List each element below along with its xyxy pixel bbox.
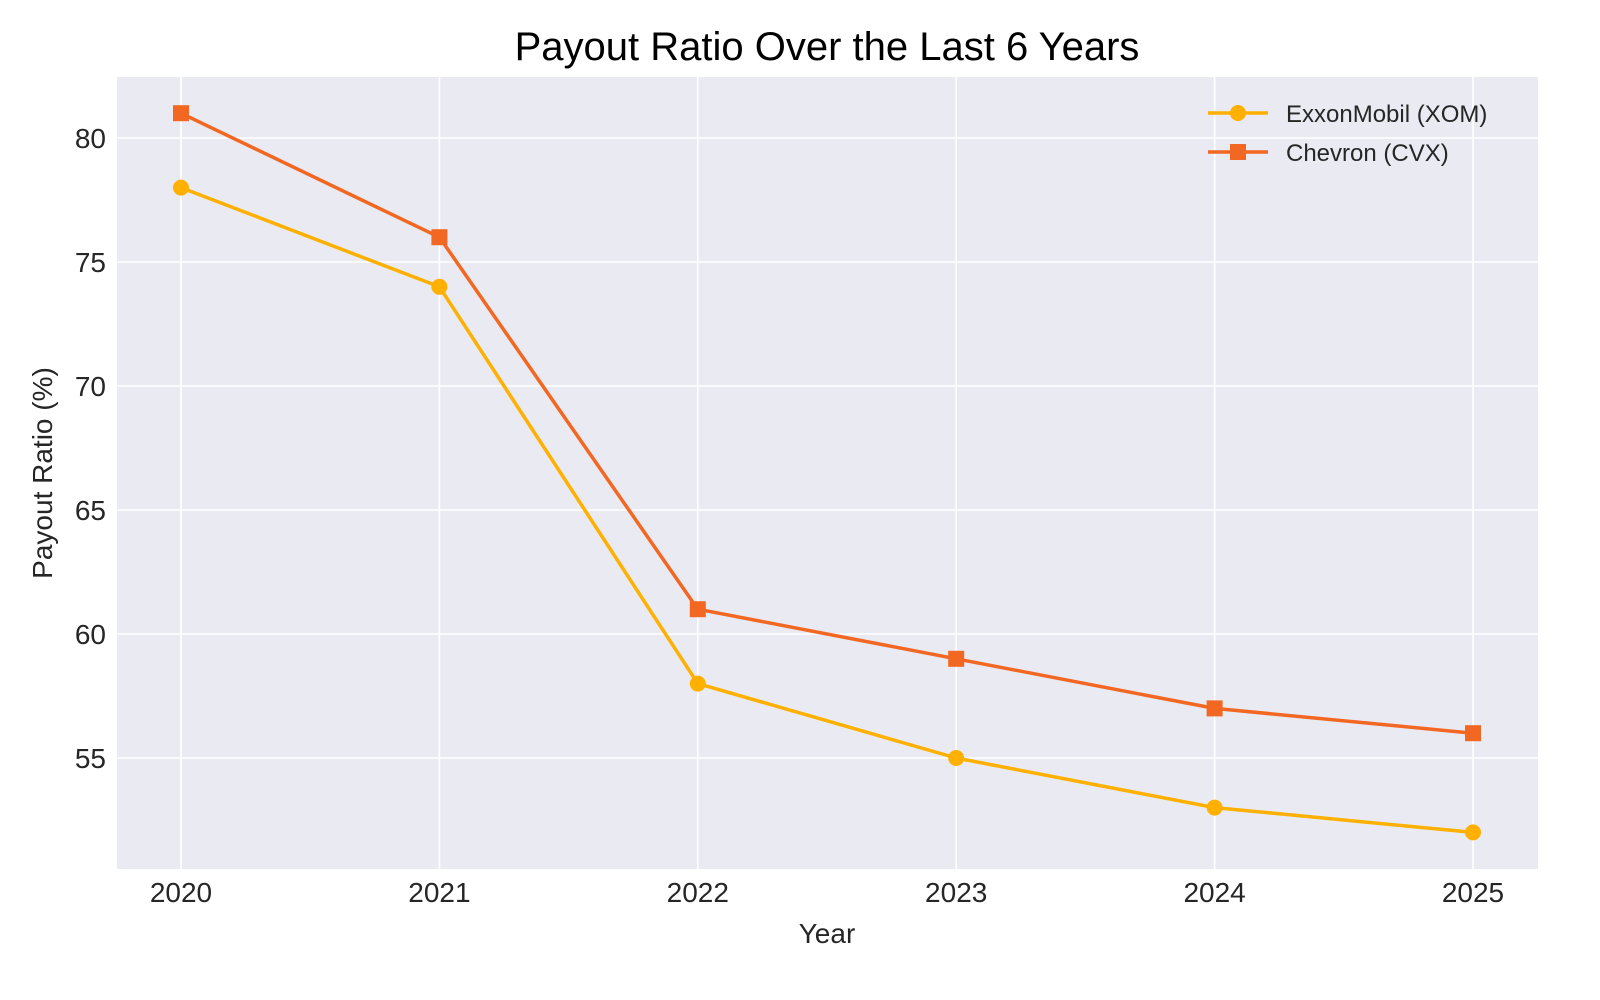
- legend-circle-marker-icon: [1230, 105, 1246, 121]
- data-point-marker: [173, 105, 189, 122]
- x-tick-label: 2025: [1442, 877, 1504, 908]
- chart-title: Payout Ratio Over the Last 6 Years: [515, 25, 1140, 69]
- x-tick-label: 2023: [925, 877, 987, 908]
- y-axis-label: Payout Ratio (%): [27, 367, 58, 579]
- x-axis-ticks: 2020 2021 2022 2023 2024 2025: [150, 877, 1504, 908]
- y-tick-label: 75: [75, 247, 106, 278]
- data-point-marker: [431, 229, 448, 246]
- series-line: [180, 185, 1474, 835]
- legend-label: Chevron (CVX): [1286, 140, 1449, 167]
- data-point-marker: [948, 650, 965, 667]
- data-point-marker: [689, 601, 706, 618]
- legend-item: Chevron (CVX): [1208, 140, 1449, 167]
- legend-square-marker-icon: [1230, 144, 1246, 160]
- y-tick-label: 65: [75, 495, 106, 526]
- plot-area: [117, 77, 1538, 869]
- y-tick-label: 70: [75, 371, 106, 402]
- series-circle: [173, 179, 1481, 841]
- x-tick-label: 2024: [1183, 877, 1245, 908]
- legend-item: ExxonMobil (XOM): [1208, 101, 1487, 128]
- y-tick-label: 80: [75, 123, 106, 154]
- grid-lines: [117, 77, 1538, 869]
- y-tick-label: 55: [75, 743, 106, 774]
- data-point-marker: [948, 750, 965, 766]
- data-point-marker: [173, 179, 189, 196]
- data-point-marker: [1465, 824, 1481, 841]
- data-point-marker: [1206, 700, 1223, 717]
- y-axis-ticks: 55 60 65 70 75 80: [75, 123, 106, 774]
- x-tick-label: 2020: [150, 877, 212, 908]
- series-square: [173, 105, 1481, 742]
- data-point-marker: [431, 278, 448, 295]
- series-line: [180, 111, 1474, 735]
- data-point-marker: [1206, 799, 1223, 816]
- y-tick-label: 60: [75, 619, 106, 650]
- x-axis-label: Year: [799, 918, 856, 949]
- legend: ExxonMobil (XOM) Chevron (CVX): [1208, 101, 1487, 167]
- series-lines: [173, 105, 1481, 841]
- legend-label: ExxonMobil (XOM): [1286, 101, 1487, 128]
- x-tick-label: 2021: [408, 877, 470, 908]
- x-tick-label: 2022: [667, 877, 729, 908]
- data-point-marker: [1465, 725, 1481, 742]
- data-point-marker: [689, 675, 706, 692]
